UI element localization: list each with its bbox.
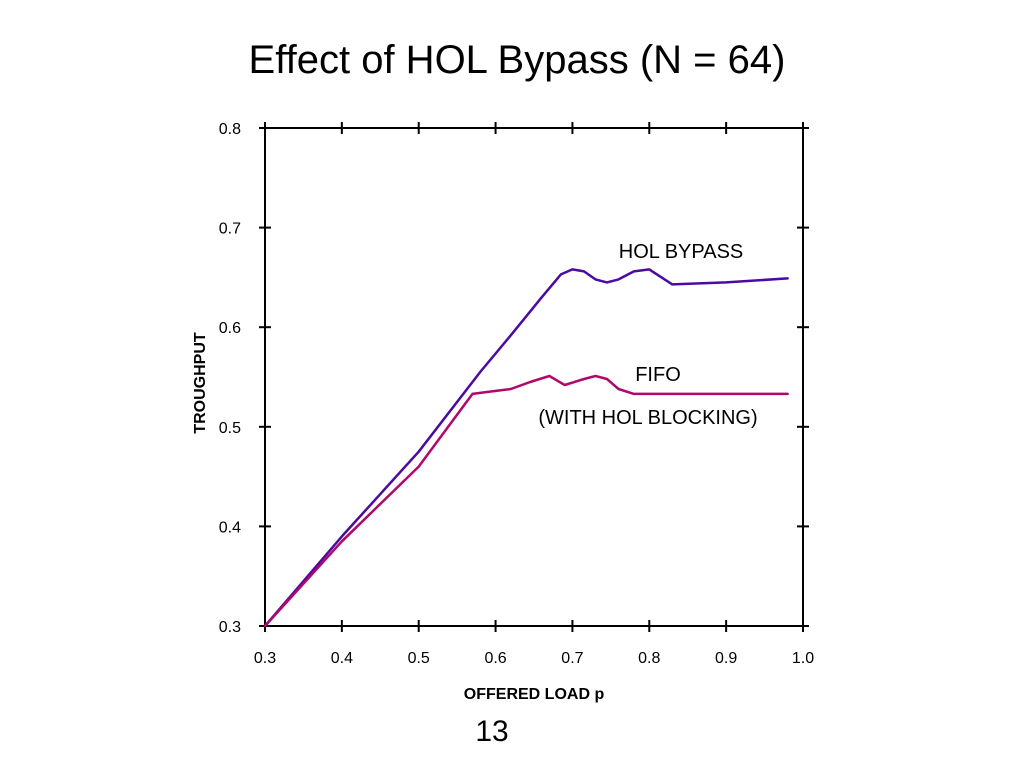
series-lines (263, 268, 789, 628)
y-tick-label: 0.7 (219, 221, 241, 238)
x-tick-label: 0.6 (484, 650, 506, 667)
y-tick-label: 0.8 (219, 121, 241, 138)
x-tick-label: 0.8 (638, 650, 660, 667)
x-tick-label: 0.4 (331, 650, 353, 667)
x-tick-label: 0.9 (715, 650, 737, 667)
y-tick-label: 0.3 (219, 619, 241, 636)
x-axis-label: OFFERED LOAD p (464, 686, 605, 703)
y-tick-label: 0.6 (219, 320, 241, 337)
y-tick-label: 0.4 (219, 519, 241, 536)
series-line-hol-bypass (263, 268, 789, 628)
y-axis-label: TROUGHPUT (192, 332, 209, 434)
y-tick-label: 0.5 (219, 420, 241, 437)
page-number: 13 (475, 715, 509, 748)
slide-title: Effect of HOL Bypass (N = 64) (248, 38, 786, 82)
series-line-fifo (263, 374, 789, 628)
axis-tick-labels: 0.3 0.4 0.5 0.6 0.7 0.8 0.9 1.0 0.3 0.4 0.5 0.6 0.7 0… (219, 121, 814, 667)
series-annotation-fifo: (WITH HOL BLOCKING) (538, 407, 757, 429)
axis-ticks (259, 122, 809, 632)
x-tick-label: 0.7 (561, 650, 583, 667)
series-label-hol-bypass: HOL BYPASS (619, 241, 744, 263)
series-label-fifo: FIFO (635, 364, 681, 386)
x-tick-label: 1.0 (792, 650, 814, 667)
x-tick-label: 0.5 (408, 650, 430, 667)
x-tick-label: 0.3 (254, 650, 276, 667)
plot-frame (264, 127, 804, 627)
